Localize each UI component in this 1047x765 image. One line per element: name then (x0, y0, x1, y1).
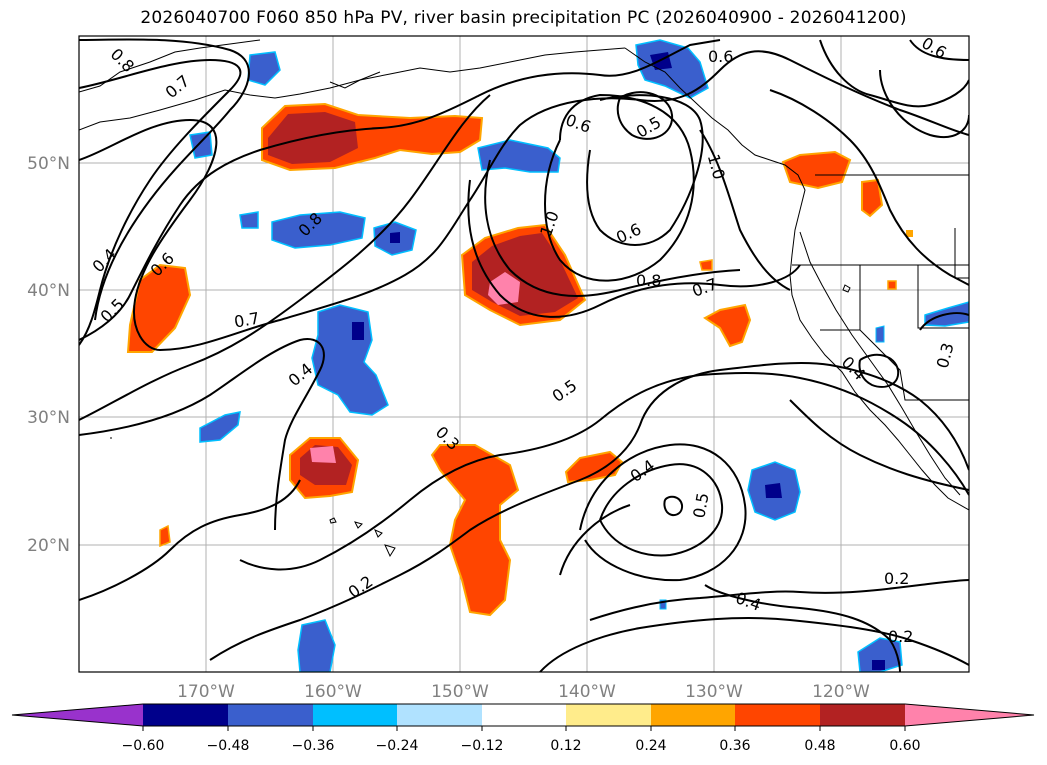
contour-label: 0.7 (233, 308, 261, 331)
colorbar-ticks: −0.60 −0.48 −0.36 −0.24 −0.12 0.12 0.24 … (122, 738, 921, 754)
colorbar-tick: −0.24 (376, 738, 419, 754)
coastlines (79, 39, 969, 558)
colorbar-tick: −0.60 (122, 738, 165, 754)
lon-label: 150°W (431, 682, 489, 702)
lon-label: 140°W (558, 682, 616, 702)
lat-label: 40°N (27, 281, 70, 301)
lat-label: 20°N (27, 536, 70, 556)
lat-axis-labels: 50°N 40°N 30°N 20°N (27, 154, 70, 556)
colorbar (11, 703, 1035, 731)
map-frame (78, 35, 970, 673)
pv-contours (79, 38, 969, 672)
colorbar-tick: −0.36 (292, 738, 335, 754)
lon-label: 120°W (812, 682, 870, 702)
lon-axis-labels: 170°W 160°W 150°W 140°W 130°W 120°W (177, 682, 870, 702)
colorbar-under-arrow (12, 704, 143, 726)
colorbar-tick: 0.48 (804, 738, 835, 754)
map-panel (79, 36, 969, 672)
contour-label: 0.2 (884, 569, 909, 588)
colorbar-tick: −0.48 (207, 738, 250, 754)
contour-label: 0.2 (888, 627, 913, 646)
lon-label: 160°W (304, 682, 362, 702)
colorbar-tick: 0.12 (550, 738, 581, 754)
colorbar-tick: 0.24 (635, 738, 666, 754)
lon-label: 170°W (177, 682, 235, 702)
colorbar-tick: 0.36 (719, 738, 750, 754)
contour-label: 0.8 (636, 271, 661, 290)
contour-label: 0.6 (708, 47, 733, 66)
colorbar-tick: 0.60 (889, 738, 920, 754)
map-title: 2026040700 F060 850 hPa PV, river basin … (140, 8, 907, 28)
lat-label: 50°N (27, 154, 70, 174)
lon-label: 130°W (685, 682, 743, 702)
colorbar-over-arrow (905, 704, 1034, 726)
lat-label: 30°N (27, 408, 70, 428)
colorbar-tick: −0.12 (461, 738, 504, 754)
contour-label: 0.5 (689, 491, 712, 519)
